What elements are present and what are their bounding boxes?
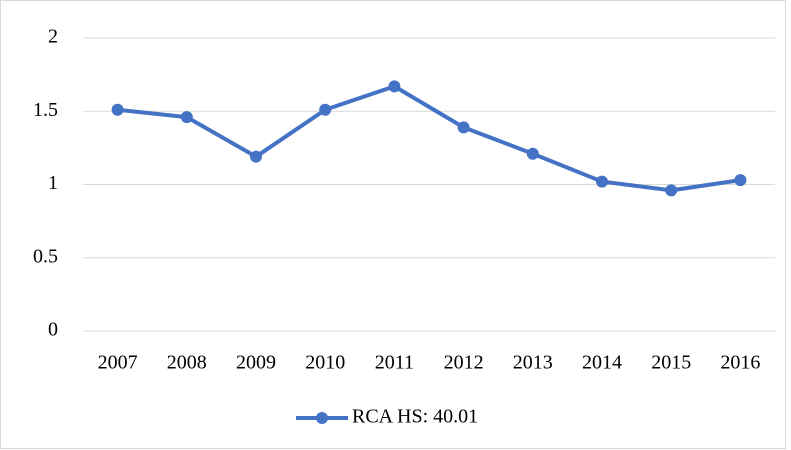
x-tick-label: 2013 xyxy=(513,352,553,374)
x-tick-label: 2010 xyxy=(305,352,345,374)
y-tick-label: 1 xyxy=(48,172,58,194)
legend-marker xyxy=(316,412,328,424)
data-point xyxy=(526,147,539,160)
y-tick-label: 0 xyxy=(48,319,58,341)
data-point xyxy=(180,111,193,124)
y-tick-label: 2 xyxy=(48,26,58,48)
y-tick-label: 1.5 xyxy=(33,99,58,121)
x-tick-label: 2009 xyxy=(236,352,276,374)
legend-label: RCA HS: 40.01 xyxy=(352,406,478,428)
x-tick-label: 2016 xyxy=(720,352,760,374)
y-tick-label: 0.5 xyxy=(33,245,58,267)
x-tick-label: 2007 xyxy=(98,352,138,374)
series-line xyxy=(117,84,741,193)
data-point xyxy=(250,150,262,163)
data-point xyxy=(319,103,332,116)
x-tick-label: 2011 xyxy=(375,352,414,374)
data-point xyxy=(457,121,470,134)
data-point xyxy=(388,80,401,93)
data-point xyxy=(111,103,124,116)
data-point xyxy=(734,174,747,187)
data-point xyxy=(596,175,608,188)
data-point xyxy=(665,184,678,197)
x-tick-label: 2015 xyxy=(651,352,691,374)
x-tick-label: 2008 xyxy=(167,352,207,374)
x-tick-label: 2012 xyxy=(444,352,484,374)
x-tick-label: 2014 xyxy=(582,352,622,374)
